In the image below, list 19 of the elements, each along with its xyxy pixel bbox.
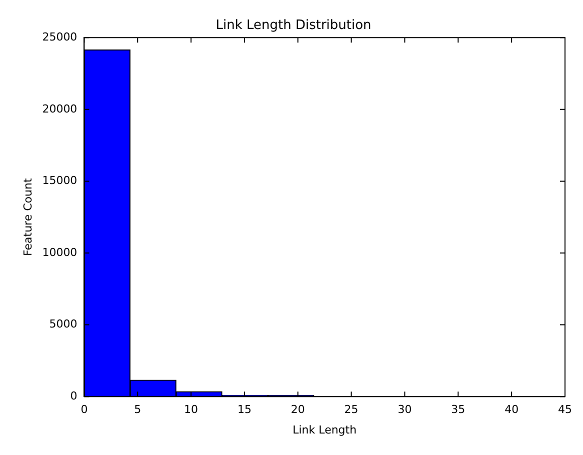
x-tick-label: 0 <box>80 403 88 416</box>
y-tick-label: 25000 <box>42 30 78 44</box>
x-tick-label: 40 <box>504 403 519 416</box>
x-tick-label: 10 <box>184 403 198 416</box>
y-tick-label: 20000 <box>42 102 78 116</box>
x-tick-label: 5 <box>134 403 142 416</box>
x-tick-label: 45 <box>558 403 572 416</box>
x-tick-label: 30 <box>398 403 412 416</box>
y-tick-label: 5000 <box>49 318 78 331</box>
chart-title: Link Length Distribution <box>216 18 372 34</box>
x-tick-label: 15 <box>237 403 252 416</box>
y-tick-label: 15000 <box>42 174 78 188</box>
x-tick-label: 20 <box>290 403 305 416</box>
y-tick-label: 0 <box>70 389 78 402</box>
y-tick-label: 10000 <box>42 246 78 259</box>
x-axis-title: Link Length <box>292 423 357 436</box>
x-tick-label: 25 <box>344 403 358 416</box>
y-axis-title: Feature Count <box>21 178 34 256</box>
x-tick-label: 35 <box>451 403 466 416</box>
